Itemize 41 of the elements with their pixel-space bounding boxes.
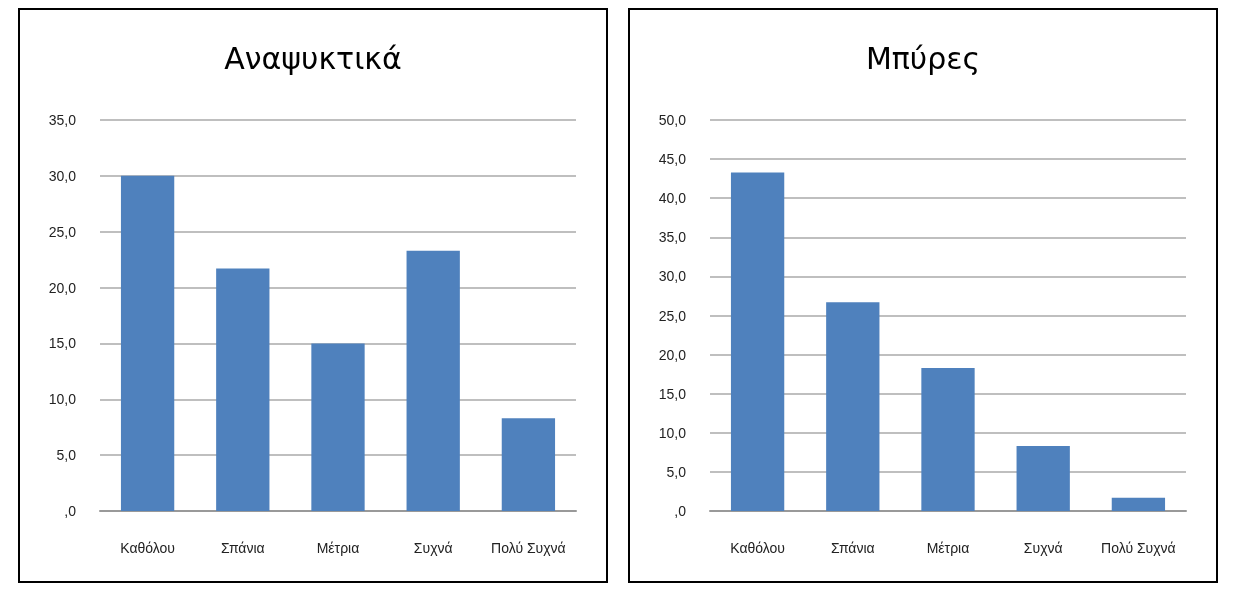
y-tick-label: 30,0 (658, 268, 687, 285)
bar (826, 302, 880, 511)
bar (1016, 446, 1070, 511)
y-tick-label: 15,0 (658, 385, 687, 402)
chart-title: Μπύρες (865, 40, 981, 76)
y-tick-label: 10,0 (658, 424, 687, 441)
y-tick-label: 45,0 (658, 151, 687, 168)
y-tick-label: 10,0 (48, 391, 77, 408)
x-tick-label: Σπάνια (220, 540, 265, 556)
bar (1111, 497, 1166, 511)
y-tick-label: 15,0 (48, 335, 77, 352)
y-tick-label: ,0 (674, 503, 687, 519)
x-tick-label: Πολύ Συχνά (1101, 540, 1176, 556)
x-tick-label: Σπάνια (830, 540, 875, 556)
x-tick-label: Μέτρια (316, 540, 360, 556)
y-tick-label: 50,0 (658, 112, 687, 128)
bar (311, 343, 365, 511)
y-tick-label: 5,0 (666, 463, 687, 480)
x-tick-label: Συχνά (413, 540, 453, 556)
y-tick-label: 40,0 (658, 190, 687, 207)
bar (921, 367, 975, 511)
bar (406, 250, 460, 511)
y-tick-label: 35,0 (48, 112, 77, 128)
y-tick-label: 25,0 (658, 307, 687, 324)
y-tick-label: 20,0 (658, 346, 687, 363)
x-tick-label: Πολύ Συχνά (491, 540, 566, 556)
y-tick-label: 25,0 (48, 223, 77, 240)
x-tick-label: Μέτρια (926, 540, 970, 556)
y-tick-label: 30,0 (48, 167, 77, 184)
x-tick-label: Καθόλου (730, 540, 785, 556)
bar (730, 172, 785, 511)
y-tick-label: 35,0 (658, 229, 687, 246)
bar (501, 418, 556, 511)
bar (120, 175, 175, 511)
y-tick-label: 20,0 (48, 279, 77, 296)
chart-title: Αναψυκτικά (224, 40, 402, 76)
x-tick-label: Συχνά (1023, 540, 1063, 556)
bar (216, 268, 270, 511)
x-tick-label: Καθόλου (120, 540, 175, 556)
y-tick-label: 5,0 (56, 447, 77, 464)
y-tick-label: ,0 (64, 503, 77, 519)
